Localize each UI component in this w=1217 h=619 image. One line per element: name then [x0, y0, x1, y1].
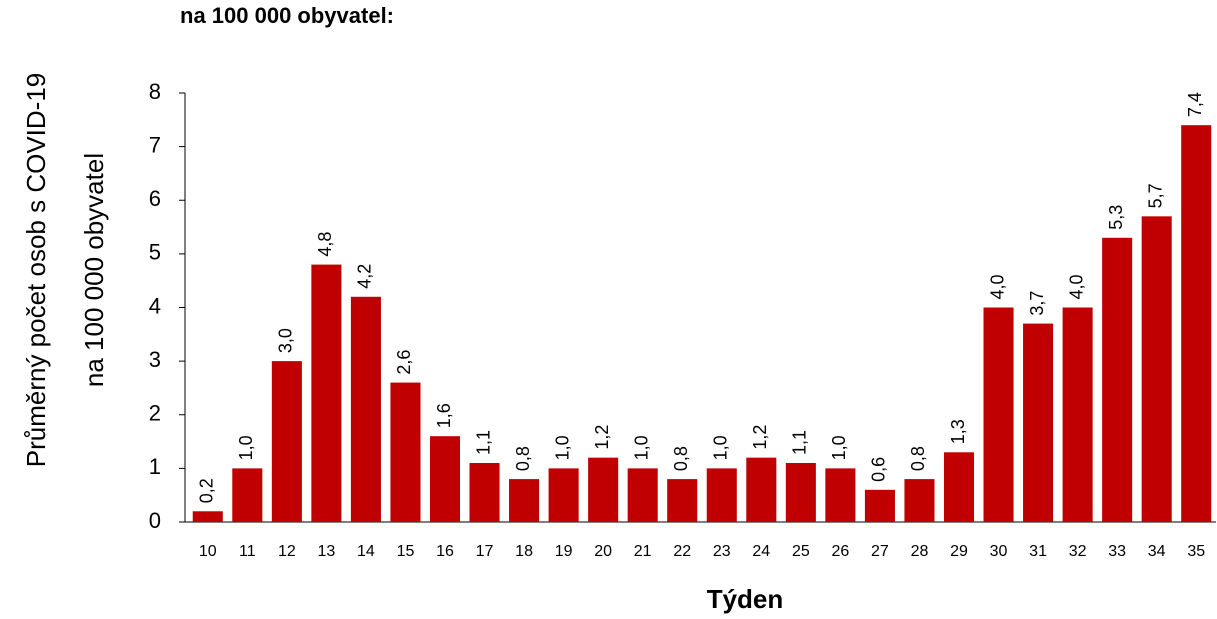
x-tick-label: 28	[911, 543, 929, 560]
bar	[1023, 323, 1054, 522]
value-label: 3,7	[1027, 291, 1047, 316]
bar	[350, 296, 381, 522]
x-tick-label: 30	[990, 543, 1008, 560]
bar	[904, 479, 935, 522]
y-tick-label: 8	[149, 79, 161, 104]
value-label: 1,2	[750, 425, 770, 450]
x-tick-label: 34	[1148, 543, 1166, 560]
bar	[746, 457, 777, 522]
bar	[1062, 307, 1093, 522]
bar	[983, 307, 1014, 522]
x-tick-label: 23	[713, 543, 731, 560]
bar	[192, 511, 223, 522]
chart-title: na 100 000 obyvatel:	[180, 3, 394, 28]
x-tick-label: 13	[317, 543, 335, 560]
x-tick-label: 17	[476, 543, 494, 560]
x-tick-label: 14	[357, 543, 375, 560]
x-axis-label: Týden	[707, 584, 784, 614]
bar	[667, 479, 698, 522]
value-label: 1,0	[236, 435, 256, 460]
value-label: 4,8	[315, 232, 335, 257]
y-tick-label: 3	[149, 347, 161, 372]
bar	[588, 457, 619, 522]
value-label: 5,7	[1145, 183, 1165, 208]
x-tick-label: 25	[792, 543, 810, 560]
bar	[311, 264, 342, 522]
value-label: 0,6	[869, 457, 889, 482]
bar	[232, 468, 263, 522]
y-tick-label: 4	[149, 293, 161, 318]
value-label: 1,0	[552, 435, 572, 460]
y-tick-label: 1	[149, 454, 161, 479]
value-label: 3,0	[276, 328, 296, 353]
value-label: 5,3	[1106, 205, 1126, 230]
bar	[548, 468, 579, 522]
bar	[627, 468, 658, 522]
value-label: 4,2	[355, 264, 375, 289]
x-tick-label: 32	[1069, 543, 1087, 560]
x-tick-label: 27	[871, 543, 889, 560]
value-label: 1,6	[434, 403, 454, 428]
y-tick-label: 0	[149, 508, 161, 533]
value-label: 0,2	[197, 478, 217, 503]
x-tick-label: 11	[239, 543, 256, 560]
bar	[1141, 216, 1172, 522]
value-label: 1,3	[948, 419, 968, 444]
bar	[469, 463, 500, 522]
value-label: 1,1	[473, 430, 493, 455]
bar	[429, 436, 461, 522]
bar	[943, 452, 975, 522]
x-tick-label: 21	[634, 543, 652, 560]
value-label: 2,6	[394, 350, 414, 375]
y-axis-label: na 100 000 obyvatel	[79, 153, 109, 387]
bar	[390, 382, 421, 522]
bar	[509, 479, 540, 522]
x-tick-label: 31	[1029, 543, 1047, 560]
x-tick-label: 16	[436, 543, 454, 560]
bar	[864, 489, 895, 522]
y-tick-label: 6	[149, 186, 161, 211]
value-label: 4,0	[987, 274, 1007, 299]
bar	[1181, 125, 1212, 523]
bar	[706, 468, 737, 522]
x-tick-label: 29	[950, 543, 968, 560]
y-axis-label: Průměrný počet osob s COVID-19	[21, 73, 51, 468]
value-label: 1,2	[592, 425, 612, 450]
bar	[825, 468, 856, 522]
x-tick-label: 12	[278, 543, 296, 560]
y-tick-label: 5	[149, 240, 161, 265]
x-tick-label: 33	[1108, 543, 1126, 560]
x-tick-label: 18	[515, 543, 533, 560]
value-label: 0,8	[671, 446, 691, 471]
x-tick-label: 15	[397, 543, 415, 560]
y-tick-label: 7	[149, 132, 161, 157]
x-tick-label: 10	[199, 543, 217, 560]
x-tick-label: 26	[831, 543, 849, 560]
x-tick-label: 22	[673, 543, 691, 560]
x-tick-label: 20	[594, 543, 612, 560]
value-label: 0,8	[513, 446, 533, 471]
bar	[785, 463, 816, 522]
bar	[1102, 237, 1133, 522]
value-label: 1,0	[711, 435, 731, 460]
x-tick-label: 24	[752, 543, 770, 560]
value-label: 1,0	[631, 435, 651, 460]
x-tick-label: 35	[1187, 543, 1205, 560]
y-tick-label: 2	[149, 401, 161, 426]
value-label: 0,8	[908, 446, 928, 471]
value-label: 1,1	[790, 430, 810, 455]
value-label: 7,4	[1185, 92, 1205, 117]
value-label: 1,0	[829, 435, 849, 460]
bar	[271, 361, 302, 522]
x-tick-label: 19	[555, 543, 573, 560]
value-label: 4,0	[1066, 274, 1086, 299]
